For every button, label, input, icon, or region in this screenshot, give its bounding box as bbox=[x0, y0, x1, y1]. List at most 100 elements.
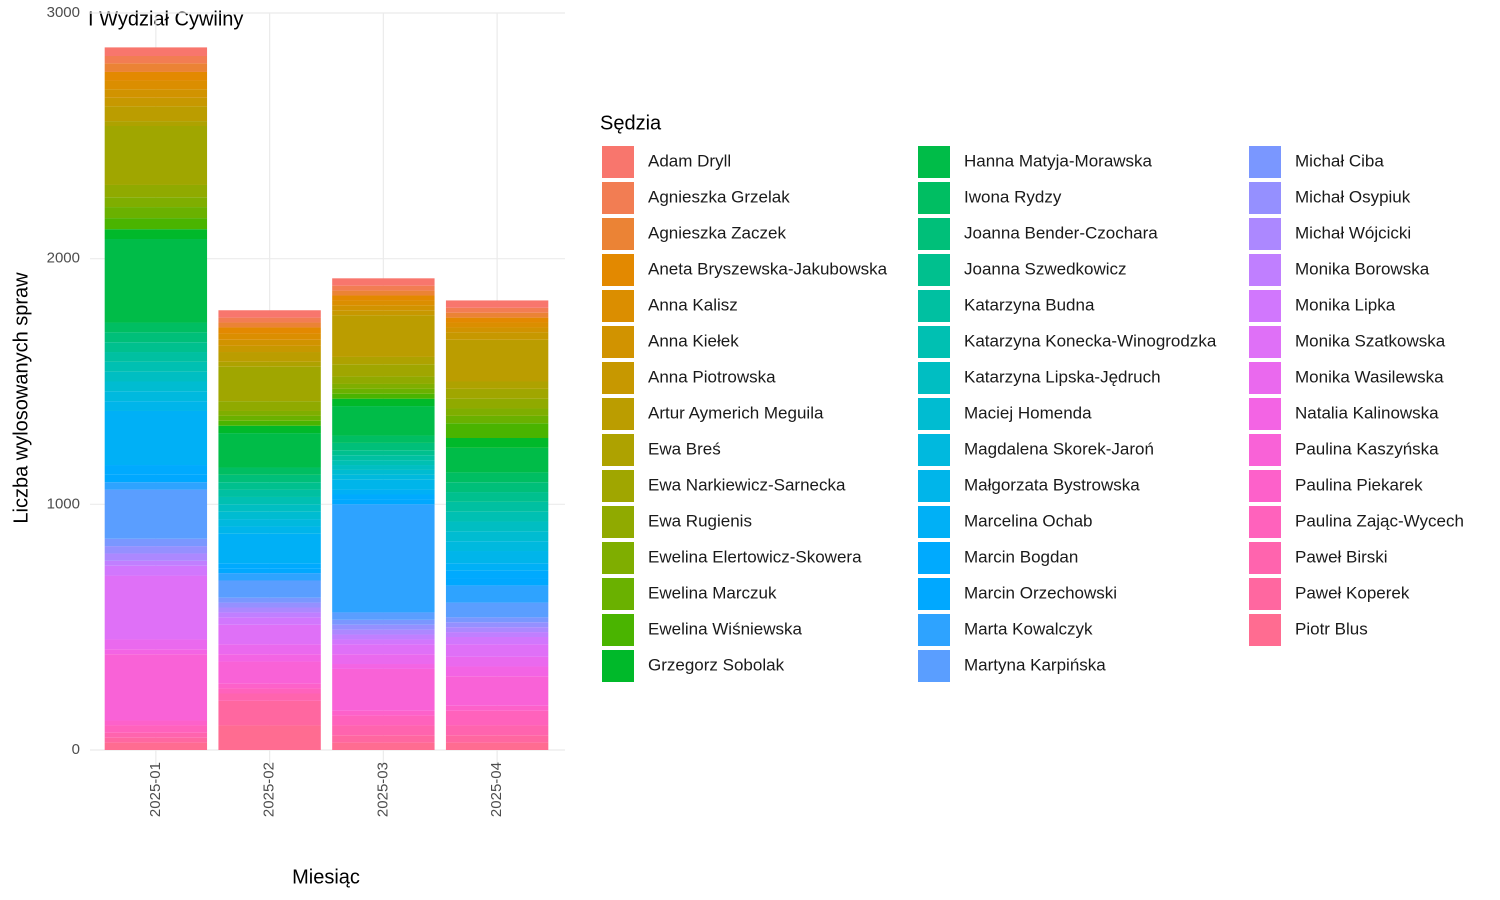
bar-segment bbox=[218, 345, 321, 353]
bar-segment bbox=[445, 644, 549, 657]
bar-segment bbox=[445, 666, 549, 677]
legend-label: Monika Szatkowska bbox=[1295, 331, 1446, 350]
bar-segment bbox=[332, 285, 435, 291]
bar-segment bbox=[332, 383, 435, 389]
bar-segment bbox=[218, 415, 321, 421]
legend-label: Grzegorz Sobolak bbox=[648, 655, 785, 674]
legend-key bbox=[602, 614, 634, 646]
bar-segment bbox=[332, 310, 435, 316]
bar-segment bbox=[332, 300, 435, 306]
bar-segment bbox=[332, 356, 435, 365]
bar-segment bbox=[104, 538, 208, 547]
bar-segment bbox=[104, 126, 208, 185]
legend-label: Paulina Kaszyńska bbox=[1295, 439, 1439, 458]
bar-segment bbox=[218, 612, 321, 618]
legend-key bbox=[918, 542, 950, 574]
bar-segment bbox=[332, 455, 435, 461]
bar-segment bbox=[104, 474, 208, 483]
bar-segment bbox=[104, 97, 208, 107]
bar-segment bbox=[332, 639, 435, 645]
legend-key bbox=[918, 506, 950, 538]
legend-label: Paulina Piekarek bbox=[1295, 475, 1423, 494]
bar-segment bbox=[445, 447, 549, 473]
legend-key bbox=[602, 650, 634, 682]
legend-label: Katarzyna Lipska-Jędruch bbox=[964, 367, 1161, 386]
bar-segment bbox=[445, 531, 549, 542]
bar-segment bbox=[445, 636, 549, 645]
bar-segment bbox=[445, 415, 549, 424]
bar-segment bbox=[332, 504, 435, 613]
bar-segment bbox=[104, 239, 208, 323]
bar-segment bbox=[104, 342, 208, 353]
bar-segment bbox=[445, 676, 549, 706]
legend-label: Ewelina Wiśniewska bbox=[648, 619, 803, 638]
bar-segment bbox=[445, 521, 549, 532]
bar-segment bbox=[104, 55, 208, 64]
bar-segment bbox=[445, 472, 549, 483]
bar-segment bbox=[104, 720, 208, 726]
bar-segment bbox=[445, 705, 549, 711]
bar-segment bbox=[218, 617, 321, 625]
bar-segment bbox=[104, 89, 208, 98]
legend-key bbox=[918, 326, 950, 358]
legend-label: Adam Dryll bbox=[648, 151, 731, 170]
legend-key bbox=[1249, 578, 1281, 610]
bar-segment bbox=[332, 742, 435, 750]
bar-segment bbox=[332, 290, 435, 296]
bar-segment bbox=[445, 632, 549, 637]
bar-segment bbox=[218, 624, 321, 645]
bar-segment bbox=[218, 489, 321, 497]
legend-label: Hanna Matyja-Morawska bbox=[964, 151, 1153, 170]
bar-segment bbox=[332, 619, 435, 625]
bar-segment bbox=[445, 585, 549, 603]
bar-segment bbox=[445, 501, 549, 512]
bar-segment bbox=[218, 420, 321, 426]
legend-label: Ewelina Marczuk bbox=[648, 583, 777, 602]
legend-label: Małgorzata Bystrowska bbox=[964, 475, 1140, 494]
legend-key bbox=[602, 362, 634, 394]
bar-segment bbox=[218, 366, 321, 402]
bar-segment bbox=[218, 496, 321, 505]
bar-segment bbox=[445, 307, 549, 313]
bar-segment bbox=[332, 393, 435, 399]
legend-key bbox=[1249, 146, 1281, 178]
bar-segment bbox=[332, 398, 435, 407]
bar-segment bbox=[104, 371, 208, 382]
bar-segment bbox=[332, 460, 435, 466]
bar-segment bbox=[104, 742, 208, 750]
bar-segment bbox=[445, 423, 549, 439]
legend-label: Monika Wasilewska bbox=[1295, 367, 1444, 386]
legend-label: Aneta Bryszewska-Jakubowska bbox=[648, 259, 888, 278]
bar-segment bbox=[332, 715, 435, 726]
bar-segment bbox=[445, 312, 549, 318]
bar-segment bbox=[332, 654, 435, 665]
bar-segment bbox=[218, 467, 321, 475]
legend-label: Maciej Homenda bbox=[964, 403, 1092, 422]
bar-segment bbox=[445, 398, 549, 409]
legend-key bbox=[1249, 506, 1281, 538]
bar-segment bbox=[445, 656, 549, 667]
legend-label: Magdalena Skorek-Jaroń bbox=[964, 439, 1154, 458]
legend-label: Katarzyna Konecka-Winogrodzka bbox=[964, 331, 1217, 350]
legend-label: Joanna Szwedkowicz bbox=[964, 259, 1127, 278]
legend-title: Sędzia bbox=[600, 112, 662, 134]
bar-segment bbox=[332, 469, 435, 475]
bar-segment bbox=[445, 622, 549, 628]
bar-segment bbox=[332, 442, 435, 451]
legend-label: Anna Piotrowska bbox=[648, 367, 776, 386]
legend-key bbox=[1249, 362, 1281, 394]
bar-segment bbox=[332, 735, 435, 743]
bar-segment bbox=[332, 668, 435, 711]
bar-segment bbox=[104, 649, 208, 655]
bar-segment bbox=[445, 317, 549, 323]
bar-segment bbox=[218, 433, 321, 468]
bar-segment bbox=[218, 519, 321, 527]
bar-segment bbox=[332, 494, 435, 500]
bar-segment bbox=[332, 295, 435, 301]
x-tick-label: 2025-04 bbox=[488, 762, 505, 817]
legend-label: Michał Wójcicki bbox=[1295, 223, 1411, 242]
y-tick-label: 2000 bbox=[47, 250, 80, 267]
legend-label: Iwona Rydzy bbox=[964, 187, 1062, 206]
bar-segment bbox=[445, 408, 549, 416]
legend-key bbox=[918, 614, 950, 646]
